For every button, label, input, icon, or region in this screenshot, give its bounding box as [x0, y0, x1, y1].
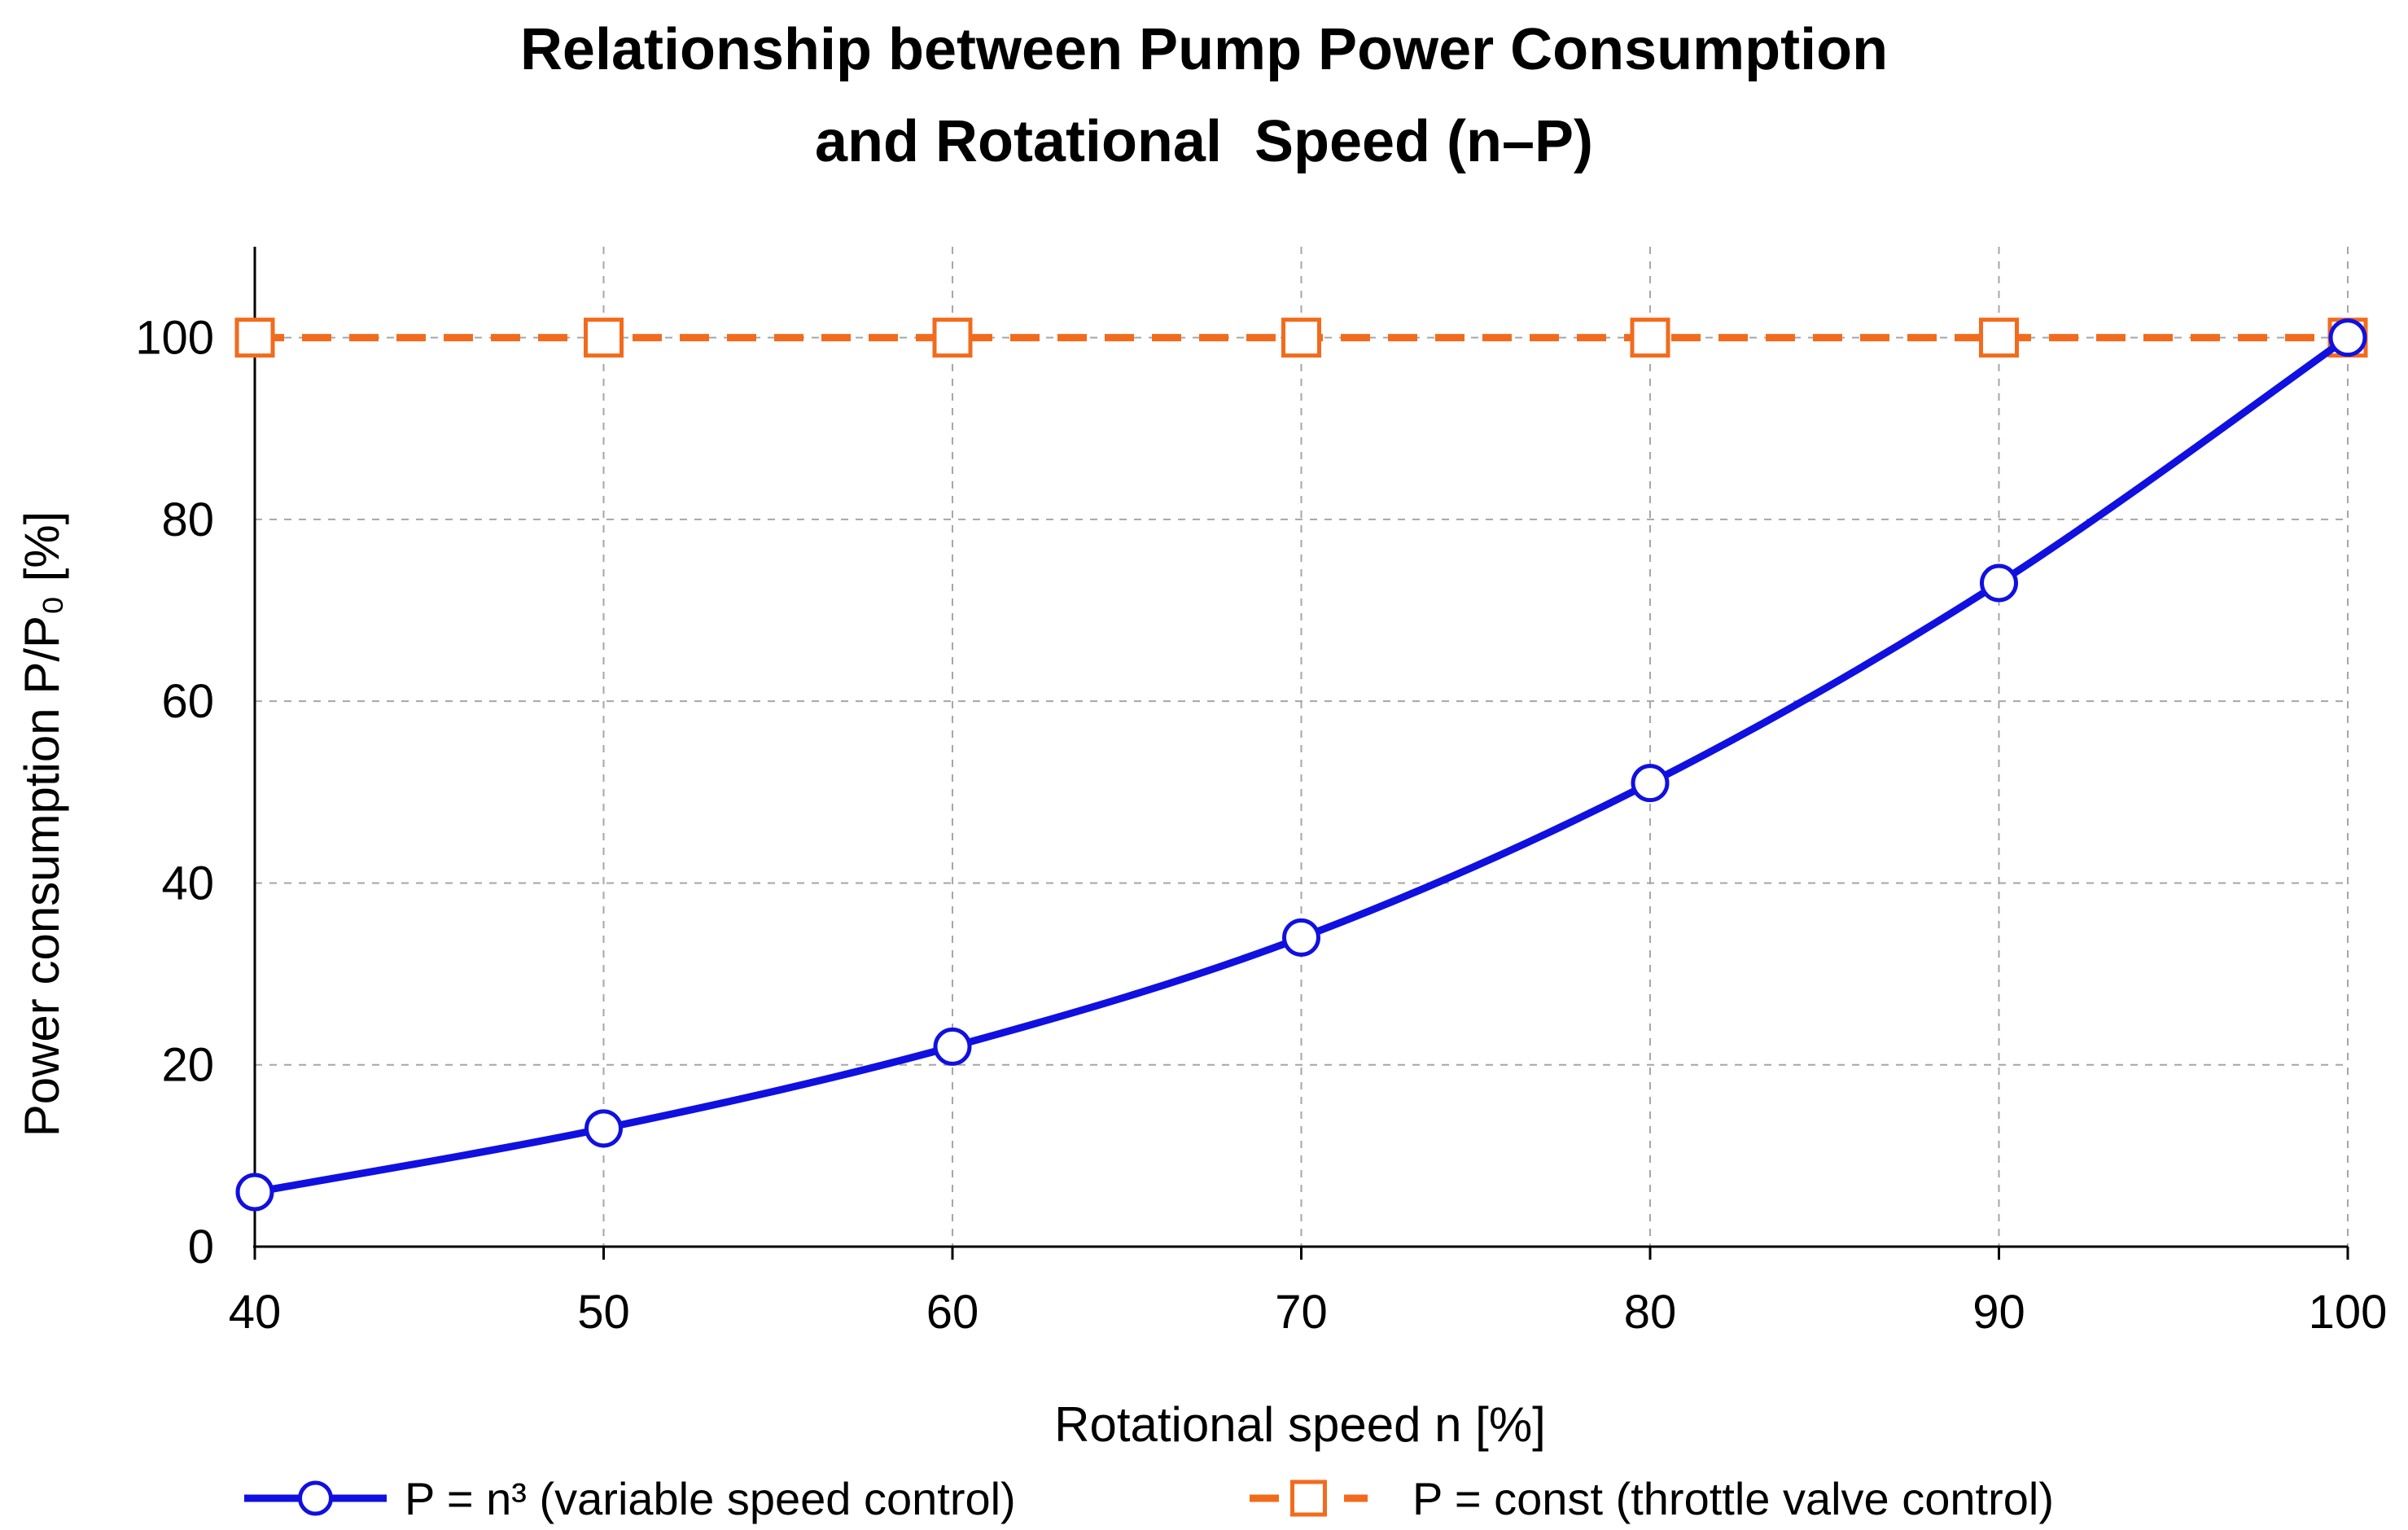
- legend-label: P = n³ (variable speed control): [405, 1473, 1016, 1524]
- data-point: [1631, 764, 1670, 803]
- y-axis-label: Power consumption P/P₀ [%]: [15, 511, 69, 1138]
- data-point: [1630, 318, 1670, 358]
- x-tick-label: 70: [1275, 1286, 1328, 1339]
- series-variable-speed: [235, 318, 2367, 1212]
- data-point: [234, 318, 275, 358]
- tick-labels: 0 20 40 60 80 100 40 50 60 70 80 90 100: [135, 312, 2387, 1339]
- chart-title: Relationship between Pump Power Consumpt…: [520, 17, 1888, 174]
- gridlines: [255, 247, 2349, 1247]
- y-tick-label: 100: [135, 312, 214, 365]
- x-tick-label: 60: [926, 1286, 979, 1339]
- x-tick-label: 50: [577, 1286, 630, 1339]
- y-tick-label: 0: [188, 1221, 214, 1274]
- plot-area: [234, 318, 2368, 1212]
- data-point: [584, 1109, 623, 1148]
- legend-label: P = const (throttle valve control): [1412, 1473, 2054, 1524]
- chart-title-line-2: and Rotational Speed (n–P): [815, 109, 1593, 174]
- y-tick-label: 80: [161, 493, 214, 546]
- x-tick-label: 40: [229, 1286, 282, 1339]
- data-point: [584, 318, 624, 358]
- legend-entry: P = const (throttle valve control): [1250, 1473, 2054, 1524]
- data-point: [1282, 918, 1320, 957]
- data-point: [2328, 318, 2367, 357]
- x-tick-label: 90: [1972, 1286, 2025, 1339]
- data-point: [1281, 318, 1321, 358]
- data-point: [933, 1027, 972, 1066]
- legend: P = n³ (variable speed control) P = const…: [244, 1473, 2054, 1524]
- data-point: [1980, 563, 2018, 603]
- chart-title-line-1: Relationship between Pump Power Consumpt…: [520, 17, 1888, 82]
- legend-marker: [1290, 1480, 1327, 1517]
- legend-entry: P = n³ (variable speed control): [244, 1473, 1016, 1524]
- legend-marker: [298, 1480, 333, 1516]
- y-tick-label: 20: [161, 1039, 214, 1092]
- y-tick-label: 40: [161, 857, 214, 910]
- x-tick-label: 100: [2309, 1286, 2388, 1339]
- y-tick-label: 60: [161, 675, 214, 728]
- data-point: [235, 1173, 274, 1212]
- data-point: [1979, 318, 2019, 358]
- x-axis-label: Rotational speed n [%]: [1054, 1397, 1546, 1452]
- axes: [253, 247, 2349, 1260]
- data-point: [932, 318, 973, 358]
- x-tick-label: 80: [1624, 1286, 1677, 1339]
